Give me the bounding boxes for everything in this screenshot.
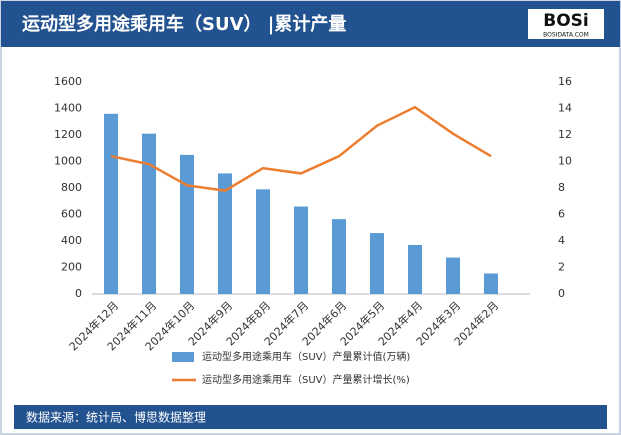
logo: BOSi <box>543 11 588 31</box>
y-tick-label: 1000 <box>54 155 82 168</box>
y2-tick-label: 16 <box>558 75 572 88</box>
bar <box>294 206 308 294</box>
y2-tick-label: 6 <box>558 208 565 221</box>
y2-tick-label: 2 <box>558 261 565 274</box>
y2-tick-label: 12 <box>558 128 572 141</box>
bar <box>408 244 422 294</box>
legend-label: 运动型多用途乘用车（SUV）产量累计增长(%) <box>202 373 410 386</box>
bar <box>218 173 232 294</box>
line <box>110 105 492 192</box>
y-tick-label: 0 <box>75 287 82 300</box>
y-tick-label: 1600 <box>54 75 82 88</box>
bar <box>332 219 346 294</box>
y-tick-label: 800 <box>61 181 82 194</box>
legend-label: 运动型多用途乘用车（SUV）产量累计值(万辆) <box>202 350 410 363</box>
bar <box>446 257 460 294</box>
source: 数据来源：统计局、博思数据整理 <box>26 410 206 425</box>
bar <box>256 189 270 294</box>
y-tick-label: 600 <box>61 208 82 221</box>
y2-tick-label: 0 <box>558 287 565 300</box>
footer-bar <box>14 405 607 429</box>
title: 运动型多用途乘用车（SUV） |累计产量 <box>22 13 346 35</box>
logo-box <box>528 9 604 39</box>
y2-tick-label: 8 <box>558 181 565 194</box>
bar <box>370 233 384 294</box>
y-tick-label: 1200 <box>54 128 82 141</box>
bar <box>484 273 498 294</box>
y-tick-label: 400 <box>61 234 82 247</box>
bar <box>142 133 156 294</box>
bar <box>180 154 194 294</box>
y-tick-label: 200 <box>61 261 82 274</box>
title-bar <box>1 1 620 47</box>
bar <box>104 113 118 294</box>
logo-sub: BOSIDATA.COM <box>543 32 589 39</box>
legend-swatch <box>172 352 194 362</box>
y2-tick-label: 4 <box>558 234 565 247</box>
y2-tick-label: 10 <box>558 155 572 168</box>
y2-tick-label: 14 <box>558 102 572 115</box>
y-tick-label: 1400 <box>54 102 82 115</box>
